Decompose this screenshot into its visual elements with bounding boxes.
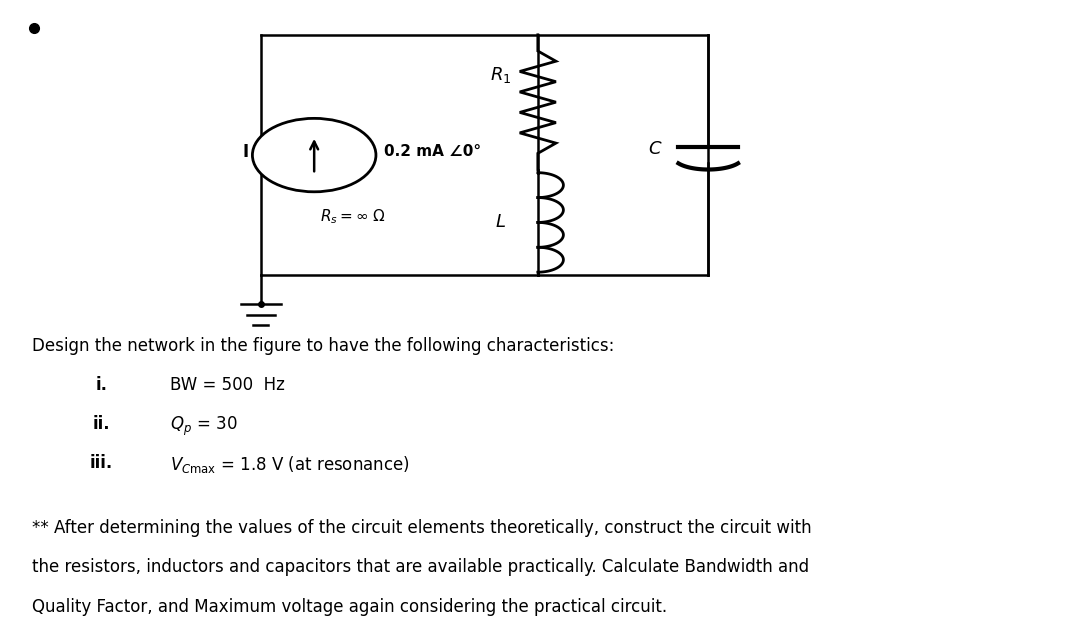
Text: BW = 500  Hz: BW = 500 Hz — [170, 376, 285, 394]
Text: ** After determining the values of the circuit elements theoretically, construct: ** After determining the values of the c… — [32, 519, 812, 537]
Circle shape — [252, 118, 376, 192]
Text: iii.: iii. — [89, 454, 113, 472]
Text: $V_{C\mathrm{max}}$ = 1.8 V (at resonance): $V_{C\mathrm{max}}$ = 1.8 V (at resonanc… — [170, 454, 410, 475]
Text: i.: i. — [95, 376, 108, 394]
Text: $C$: $C$ — [648, 140, 662, 158]
Text: ii.: ii. — [93, 415, 110, 433]
Text: $Q_p$ = 30: $Q_p$ = 30 — [170, 415, 237, 439]
Text: Quality Factor, and Maximum voltage again considering the practical circuit.: Quality Factor, and Maximum voltage agai… — [32, 598, 667, 615]
Text: the resistors, inductors and capacitors that are available practically. Calculat: the resistors, inductors and capacitors … — [32, 558, 809, 576]
Text: I: I — [242, 143, 248, 161]
Text: 0.2 mA ∠0°: 0.2 mA ∠0° — [384, 144, 481, 160]
Text: Design the network in the figure to have the following characteristics:: Design the network in the figure to have… — [32, 337, 615, 354]
Text: $R_1$: $R_1$ — [490, 65, 511, 85]
Text: $L$: $L$ — [495, 213, 506, 232]
Text: $R_s = \infty\ \Omega$: $R_s = \infty\ \Omega$ — [320, 208, 386, 227]
